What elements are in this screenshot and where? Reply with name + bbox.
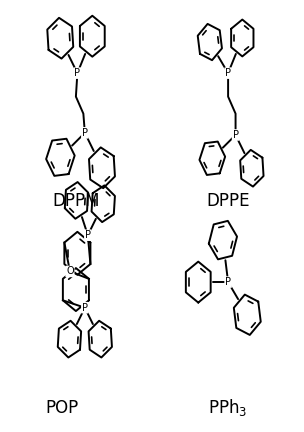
Text: P: P: [233, 130, 239, 140]
Text: DPPM: DPPM: [52, 192, 100, 210]
Text: DPPE: DPPE: [206, 192, 250, 210]
Text: O: O: [66, 267, 74, 276]
Text: POP: POP: [46, 399, 79, 417]
Text: P: P: [82, 128, 88, 138]
Text: P: P: [85, 230, 91, 240]
Text: P: P: [82, 303, 88, 313]
Text: P: P: [225, 68, 231, 78]
Text: P: P: [74, 68, 80, 78]
Text: P: P: [225, 277, 231, 287]
Text: PPh$_3$: PPh$_3$: [209, 397, 248, 419]
